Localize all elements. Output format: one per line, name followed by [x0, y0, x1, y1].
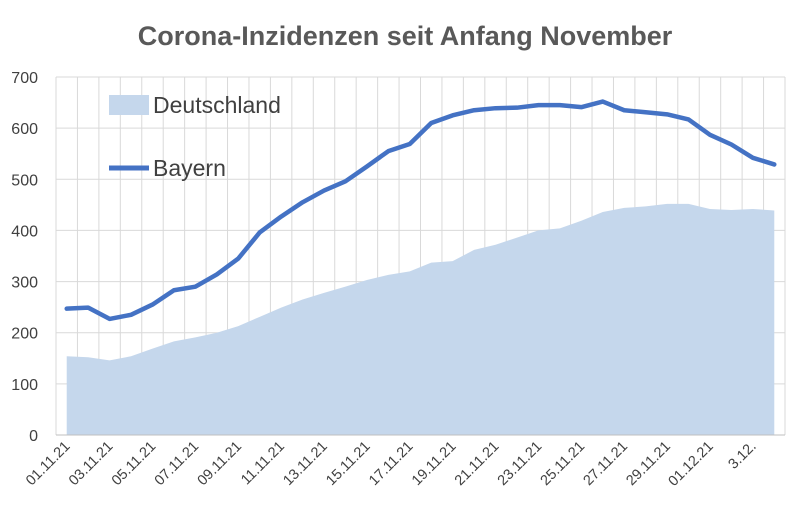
x-tick-label: 07.11.21 — [152, 439, 202, 489]
x-tick-label: 15.11.21 — [323, 439, 373, 489]
chart-title: Corona-Inzidenzen seit Anfang November — [138, 21, 673, 51]
legend-label-deutschland: Deutschland — [153, 92, 281, 118]
x-tick-label: 09.11.21 — [195, 439, 245, 489]
y-tick-label: 0 — [29, 428, 38, 445]
x-tick-label: 01.11.21 — [23, 439, 73, 489]
legend-swatch-deutschland — [109, 95, 149, 115]
x-tick-label: 11.11.21 — [238, 439, 288, 489]
x-tick-label: 25.11.21 — [538, 439, 588, 489]
x-tick-label: 01.12.21 — [666, 439, 717, 490]
x-tick-label: 3.12. — [726, 439, 760, 473]
y-tick-label: 600 — [11, 121, 38, 138]
y-tick-label: 700 — [11, 70, 38, 87]
y-tick-label: 300 — [11, 275, 38, 292]
x-tick-label: 29.11.21 — [623, 439, 673, 489]
x-tick-label: 19.11.21 — [409, 439, 459, 489]
x-tick-labels: 01.11.2103.11.2105.11.2107.11.2109.11.21… — [23, 439, 760, 490]
x-tick-label: 05.11.21 — [109, 439, 159, 489]
x-tick-label: 23.11.21 — [495, 439, 545, 489]
x-tick-label: 27.11.21 — [581, 439, 631, 489]
legend: Deutschland Bayern — [109, 92, 281, 181]
y-tick-label: 100 — [11, 377, 38, 394]
y-tick-label: 400 — [11, 223, 38, 240]
x-tick-label: 13.11.21 — [280, 439, 330, 489]
y-tick-label: 500 — [11, 172, 38, 189]
incidence-chart: Corona-Inzidenzen seit Anfang November 0… — [0, 0, 810, 514]
x-tick-label: 17.11.21 — [366, 439, 416, 489]
x-tick-label: 03.11.21 — [66, 439, 116, 489]
y-tick-label: 200 — [11, 326, 38, 343]
y-tick-labels: 0 100 200 300 400 500 600 700 — [11, 70, 38, 445]
legend-label-bayern: Bayern — [153, 155, 226, 181]
x-tick-label: 21.11.21 — [452, 439, 502, 489]
